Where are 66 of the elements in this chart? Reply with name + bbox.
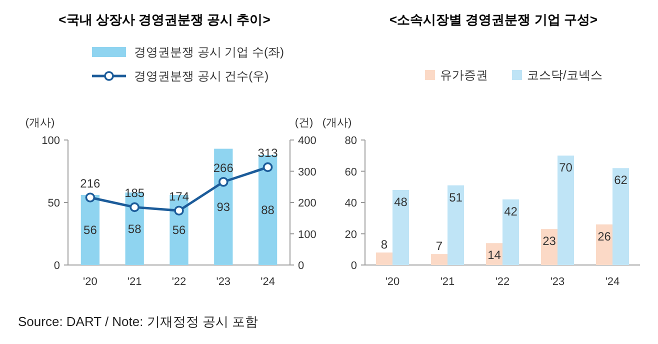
data-label: 51: [449, 190, 463, 204]
data-label: 8: [380, 238, 388, 252]
legend-label: 유가증권: [440, 68, 488, 82]
y2-tick-label: 0: [298, 260, 304, 272]
bar: [214, 148, 233, 265]
x-tick-label: '22: [172, 276, 186, 288]
y2-axis-title: (건): [294, 117, 314, 129]
x-tick-label: '24: [260, 276, 275, 288]
y-tick-label: 0: [54, 260, 60, 272]
point: [262, 162, 273, 172]
legend-label: 코스닥/코넥스: [527, 68, 602, 82]
legend-label: 경영권분쟁 공시 기업 수(좌): [134, 45, 284, 59]
bar: [596, 224, 612, 265]
y-tick-label: 0: [350, 260, 357, 272]
y-tick-label: 40: [344, 198, 357, 210]
x-tick-label: '23: [216, 276, 231, 288]
y-tick-label: 100: [42, 135, 60, 147]
bar: [376, 252, 392, 265]
y-tick-label: 80: [344, 135, 357, 147]
bar: [612, 168, 629, 265]
legend-label: 경영권분쟁 공시 건수(우): [134, 69, 269, 83]
data-label: 313: [258, 146, 278, 160]
data-label: 58: [128, 222, 142, 236]
data-label: 93: [216, 200, 230, 214]
y-axis-title: (개사): [25, 117, 55, 129]
chart-title: <국내 상장사 경영권분쟁 공시 추이>: [58, 12, 271, 27]
bar: [431, 254, 448, 265]
y2-tick-label: 200: [298, 198, 316, 210]
data-label: 70: [559, 160, 573, 175]
data-label: 266: [213, 160, 234, 175]
bar: [558, 156, 574, 265]
data-label: 14: [488, 248, 502, 262]
point: [218, 176, 228, 187]
bar: [502, 199, 519, 265]
y-tick-label: 20: [344, 228, 357, 241]
y-tick-label: 60: [344, 166, 357, 178]
x-tick-label: '24: [605, 276, 620, 288]
x-tick-label: '21: [440, 276, 455, 288]
x-tick-label: '21: [127, 276, 142, 288]
x-tick-label: '23: [550, 276, 565, 288]
chart-title: <소속시장별 경영권분쟁 기업 구성>: [389, 12, 598, 27]
x-tick-label: '22: [495, 276, 510, 288]
bar: [541, 229, 558, 265]
data-label: 48: [394, 195, 408, 209]
x-tick-label: '20: [385, 276, 400, 288]
data-label: 23: [542, 234, 556, 248]
data-label: 88: [261, 203, 275, 217]
bar: [392, 190, 409, 265]
point: [130, 202, 140, 212]
y2-tick-label: 300: [298, 166, 316, 178]
y2-tick-label: 400: [298, 135, 316, 147]
source-note: Source: DART / Note: 기재정정 공시 포함: [18, 314, 258, 329]
data-label: 62: [614, 173, 628, 188]
data-label: 216: [80, 176, 101, 190]
data-label: 56: [84, 223, 98, 237]
point: [85, 192, 96, 202]
data-label: 7: [436, 239, 443, 254]
data-label: 56: [172, 223, 186, 237]
bar: [448, 185, 464, 265]
y-tick-label: 50: [48, 198, 60, 210]
point: [174, 206, 184, 216]
y-axis-title: (개사): [322, 117, 352, 129]
y2-tick-label: 100: [298, 228, 316, 241]
data-label: 26: [598, 229, 612, 244]
x-tick-label: '20: [83, 276, 98, 288]
data-label: 42: [504, 204, 518, 218]
